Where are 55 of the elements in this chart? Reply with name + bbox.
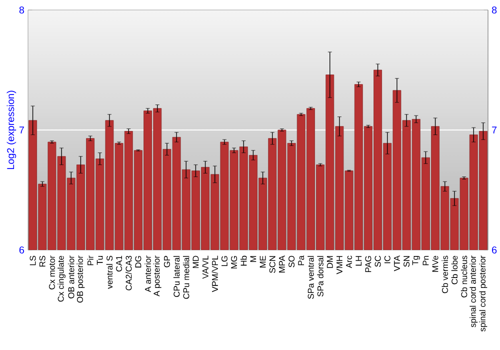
y-axis-title: Log2 (expression)	[6, 90, 16, 170]
x-tick-label: Pn	[422, 256, 429, 266]
x-tick-label: LH	[356, 256, 362, 266]
x-tick-label: OB anterior	[68, 256, 74, 298]
x-tick-label: Cb lobe	[451, 256, 458, 284]
x-tick-label: LS	[30, 256, 36, 266]
x-tick-label: VMH	[336, 256, 342, 274]
x-tick-label: GP	[164, 256, 170, 268]
x-tick-label: ventral S	[106, 256, 113, 289]
x-tick-label: MD	[192, 256, 199, 268]
y-tick-label: 8	[19, 6, 24, 14]
x-tick-label: Arc	[346, 256, 352, 268]
x-tick-label: VTA	[394, 255, 400, 272]
y2-tick-label: 7	[492, 126, 497, 134]
x-tick-label: SN	[404, 256, 410, 267]
x-tick-label: Cb vermis	[442, 256, 448, 294]
x-tick-label: SPa dorsal	[317, 256, 324, 296]
x-tick-label: spinal cord posterior	[479, 256, 488, 332]
x-tick-label: Hb	[240, 256, 247, 266]
x-tick-label: DM	[326, 256, 333, 268]
x-tick-label: MG	[231, 256, 238, 268]
x-tick-label: CA1	[116, 256, 122, 272]
x-tick-label: MVe	[432, 256, 438, 272]
x-tick-label: DG	[135, 256, 142, 268]
x-tick-label: OB posterior	[76, 256, 85, 303]
x-tick-label: Cx motor	[48, 256, 55, 290]
x-tick-label: A posterior	[153, 256, 162, 296]
y-tick-label: 7	[19, 126, 24, 134]
x-tick-label: MPA	[279, 255, 285, 272]
x-tick-label: RS	[39, 256, 46, 267]
y2-tick-label: 6	[492, 246, 497, 254]
x-tick-label: CA2/CA3	[126, 256, 132, 290]
x-tick-label: IC	[384, 256, 390, 264]
x-tick-label: Pa	[298, 255, 304, 266]
x-tick-label: M	[250, 256, 256, 262]
x-tick-label: VA/VL	[202, 256, 208, 279]
x-tick-label: spinal cord anterior	[470, 256, 478, 328]
x-tick-label: Tu	[96, 256, 103, 265]
x-tick-label: SCN	[269, 256, 276, 273]
x-tick-label: SC	[374, 256, 381, 267]
x-tick-label: CPu lateral	[173, 256, 180, 297]
x-tick-label: PAG	[365, 256, 372, 272]
x-tick-label: SO	[288, 256, 295, 268]
x-tick-label: ME	[260, 256, 266, 268]
x-tick-label: Pir	[87, 256, 94, 266]
x-tick-label: VPM/VPL	[212, 256, 218, 292]
x-tick-label: LG	[221, 256, 228, 266]
y2-tick-label: 8	[492, 6, 497, 14]
x-tick-label: Cx cingulate	[58, 256, 66, 302]
x-tick-label: SPa ventral	[308, 256, 314, 299]
x-tick-label: CPu medial	[183, 256, 190, 299]
y-tick-label: 6	[19, 246, 24, 254]
x-tick-label: Cb nucleus	[460, 256, 468, 298]
x-tick-label: A anterior	[144, 256, 151, 292]
x-tick-label: Tg	[412, 256, 420, 266]
